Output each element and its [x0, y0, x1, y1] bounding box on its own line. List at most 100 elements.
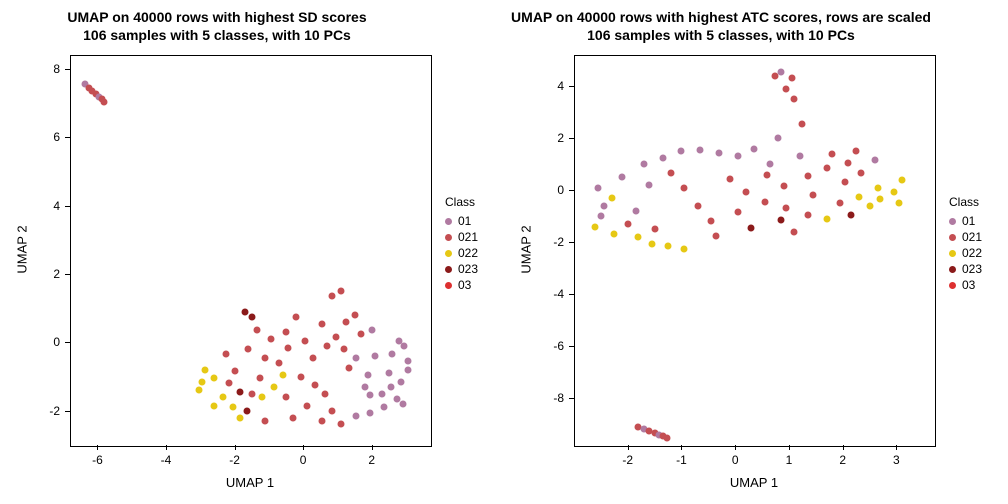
x-tick-mark: [735, 445, 736, 450]
scatter-point: [708, 218, 715, 225]
scatter-point: [399, 400, 406, 407]
scatter-point: [211, 402, 218, 409]
y-tick-mark: [569, 398, 574, 399]
scatter-point: [202, 366, 209, 373]
scatter-point: [877, 196, 884, 203]
y-tick-label: -4: [553, 287, 564, 301]
x-tick-label: 0: [300, 453, 307, 467]
scatter-point: [337, 288, 344, 295]
scatter-point: [310, 354, 317, 361]
x-tick-mark: [303, 445, 304, 450]
scatter-point: [283, 329, 290, 336]
scatter-point: [236, 388, 243, 395]
scatter-point: [289, 414, 296, 421]
scatter-point: [777, 217, 784, 224]
scatter-point: [353, 354, 360, 361]
scatter-point: [651, 226, 658, 233]
plot-area: [574, 55, 936, 447]
x-tick-label: 1: [786, 453, 793, 467]
legend-item: 01: [445, 213, 478, 229]
scatter-point: [665, 243, 672, 250]
legend-item: 021: [949, 229, 982, 245]
scatter-point: [742, 188, 749, 195]
legend: Class0102102202303: [445, 195, 478, 293]
scatter-point: [365, 371, 372, 378]
y-axis-label: UMAP 2: [15, 200, 30, 300]
scatter-point: [595, 184, 602, 191]
scatter-point: [379, 390, 386, 397]
scatter-point: [796, 153, 803, 160]
scatter-point: [866, 202, 873, 209]
scatter-point: [253, 327, 260, 334]
scatter-point: [713, 232, 720, 239]
legend: Class0102102202303: [949, 195, 982, 293]
legend-label: 022: [962, 246, 982, 260]
scatter-point: [231, 368, 238, 375]
x-tick-label: -2: [229, 453, 240, 467]
scatter-point: [783, 85, 790, 92]
legend-dot-icon: [949, 218, 956, 225]
scatter-point: [853, 148, 860, 155]
scatter-point: [329, 407, 336, 414]
scatter-point: [271, 383, 278, 390]
scatter-point: [284, 344, 291, 351]
scatter-point: [775, 135, 782, 142]
x-axis-label: UMAP 1: [574, 475, 934, 490]
scatter-point: [858, 170, 865, 177]
scatter-point: [262, 354, 269, 361]
scatter-point: [632, 208, 639, 215]
y-tick-mark: [65, 69, 70, 70]
scatter-point: [635, 234, 642, 241]
y-tick-label: -2: [49, 404, 60, 418]
scatter-point: [664, 434, 671, 441]
legend-dot-icon: [445, 234, 452, 241]
legend-item: 03: [445, 277, 478, 293]
scatter-point: [236, 414, 243, 421]
legend-label: 022: [458, 246, 478, 260]
scatter-point: [748, 224, 755, 231]
legend-item: 021: [445, 229, 478, 245]
scatter-point: [847, 211, 854, 218]
scatter-point: [396, 337, 403, 344]
scatter-point: [101, 99, 108, 106]
scatter-point: [301, 337, 308, 344]
legend-item: 023: [445, 261, 478, 277]
scatter-point: [823, 215, 830, 222]
scatter-point: [648, 240, 655, 247]
scatter-point: [372, 353, 379, 360]
scatter-point: [646, 182, 653, 189]
x-tick-label: -4: [161, 453, 172, 467]
scatter-point: [397, 378, 404, 385]
scatter-point: [226, 380, 233, 387]
y-tick-mark: [569, 294, 574, 295]
legend-dot-icon: [445, 218, 452, 225]
scatter-point: [401, 342, 408, 349]
scatter-point: [351, 312, 358, 319]
y-tick-mark: [65, 274, 70, 275]
x-tick-mark: [681, 445, 682, 450]
scatter-point: [248, 313, 255, 320]
scatter-point: [259, 394, 266, 401]
scatter-point: [312, 382, 319, 389]
panel-0: UMAP on 40000 rows with highest SD score…: [0, 0, 504, 504]
x-tick-mark: [843, 445, 844, 450]
y-tick-mark: [569, 138, 574, 139]
legend-item: 022: [949, 245, 982, 261]
x-tick-label: -6: [92, 453, 103, 467]
scatter-point: [219, 394, 226, 401]
legend-title: Class: [949, 195, 982, 209]
scatter-point: [267, 335, 274, 342]
legend-label: 023: [458, 262, 478, 276]
legend-item: 023: [949, 261, 982, 277]
y-tick-label: 4: [53, 199, 60, 213]
scatter-point: [600, 202, 607, 209]
scatter-point: [734, 209, 741, 216]
scatter-point: [726, 175, 733, 182]
scatter-point: [353, 412, 360, 419]
legend-label: 01: [458, 214, 471, 228]
x-axis-label: UMAP 1: [70, 475, 430, 490]
y-tick-label: 6: [53, 130, 60, 144]
scatter-point: [195, 387, 202, 394]
scatter-point: [767, 161, 774, 168]
y-tick-label: 8: [53, 62, 60, 76]
